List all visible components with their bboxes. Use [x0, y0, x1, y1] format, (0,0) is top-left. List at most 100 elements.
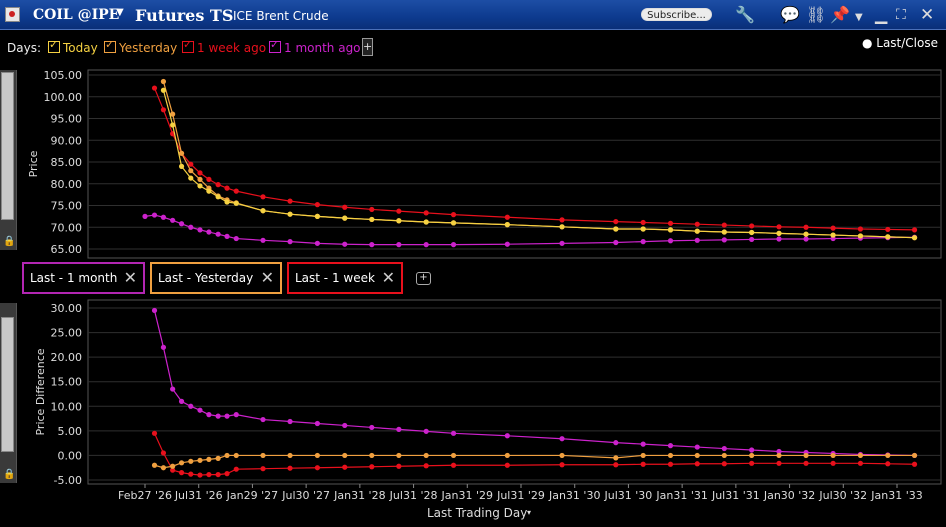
data-point	[694, 461, 700, 467]
x-tick-label: Feb27 '26	[118, 489, 172, 502]
lock-icon[interactable]: 🔒	[3, 469, 16, 480]
data-point	[178, 150, 185, 156]
close-icon[interactable]: ✕	[123, 268, 137, 287]
last-close-toggle[interactable]: ● Last/Close	[862, 36, 938, 50]
data-point	[396, 208, 402, 214]
data-point	[342, 241, 348, 247]
data-point	[450, 462, 457, 468]
data-point	[721, 229, 727, 235]
radio-icon[interactable]: ●	[861, 36, 873, 50]
x-tick-label: Jul31 '30	[604, 489, 653, 502]
window-title-bar[interactable]: COIL @IPE ▼ Futures TS ICE Brent Crude S…	[0, 0, 946, 30]
wrench-icon[interactable]: 🔧	[735, 5, 755, 24]
lock-icon[interactable]: 🔒	[3, 236, 16, 247]
data-point	[613, 462, 619, 468]
data-point	[803, 224, 809, 230]
link-icon[interactable]: ⛓	[806, 5, 827, 24]
series-line	[153, 87, 915, 231]
y-tick-label: 5.00	[58, 425, 83, 438]
data-point	[342, 452, 348, 459]
data-point	[233, 452, 239, 459]
data-point	[206, 471, 212, 478]
restore-icon[interactable]: ⛶	[896, 7, 906, 23]
checkbox-icon[interactable]	[269, 38, 281, 53]
y-tick-label: -5.00	[54, 474, 82, 487]
x-tick-label: Jul30 '32	[818, 489, 867, 502]
data-point	[803, 452, 809, 459]
series-line	[154, 454, 915, 469]
legend-1-week-ago[interactable]: 1 week ago	[182, 38, 266, 55]
data-point	[287, 211, 293, 217]
data-point	[504, 222, 510, 228]
chat-icon[interactable]: 💬	[780, 5, 800, 24]
legend-label: Today	[63, 41, 98, 55]
x-tick-label: Jul31 '28	[389, 489, 438, 502]
data-point	[178, 150, 185, 156]
data-point	[504, 222, 510, 228]
data-point	[287, 198, 293, 204]
data-point	[911, 461, 918, 467]
data-point	[215, 471, 221, 478]
plot-frame	[87, 299, 942, 485]
close-icon[interactable]: ✕	[920, 5, 935, 25]
data-point	[694, 444, 700, 450]
data-point	[188, 458, 194, 464]
data-point	[215, 231, 221, 237]
data-point	[559, 436, 565, 442]
checkbox-icon[interactable]	[104, 38, 116, 53]
subscribe-button[interactable]: Subscribe...	[641, 8, 712, 21]
tag-last-yesterday[interactable]: Last - Yesterday ✕	[150, 262, 282, 294]
tag-last-1-month[interactable]: Last - 1 month ✕	[22, 262, 145, 294]
scroll-thumb[interactable]	[1, 72, 14, 220]
legend-today[interactable]: Today	[48, 38, 98, 55]
data-point	[450, 220, 457, 226]
data-point	[233, 188, 239, 194]
add-tag-button[interactable]: +	[416, 272, 431, 285]
data-point	[287, 239, 293, 245]
data-point	[178, 163, 185, 169]
data-point	[224, 185, 230, 191]
upper-scrollbar[interactable]: 🔒	[0, 70, 17, 250]
data-point	[188, 471, 194, 477]
tag-label: Last - 1 week	[295, 271, 375, 285]
checkbox-icon[interactable]	[48, 38, 60, 53]
legend-yesterday[interactable]: Yesterday	[104, 38, 177, 55]
app-icon[interactable]	[5, 7, 20, 22]
data-point	[314, 465, 320, 471]
data-point	[206, 185, 212, 191]
legend-1-month-ago[interactable]: 1 month ago	[269, 38, 361, 55]
add-day-button[interactable]: +	[362, 38, 373, 56]
symbol-label[interactable]: COIL @IPE	[33, 7, 120, 23]
close-icon[interactable]: ✕	[260, 268, 274, 287]
sort-icon[interactable]: ▾	[527, 508, 532, 517]
data-point	[450, 430, 457, 436]
lower-scrollbar[interactable]: 🔒	[0, 303, 17, 483]
data-point	[260, 452, 266, 459]
data-point	[287, 465, 293, 471]
data-point	[613, 440, 619, 446]
data-point	[830, 235, 836, 242]
checkbox-icon[interactable]	[182, 38, 194, 53]
x-tick-label: Jan31 '30	[548, 489, 600, 502]
data-point	[776, 224, 782, 230]
symbol-dropdown-icon[interactable]: ▼	[116, 7, 124, 18]
data-point	[314, 420, 320, 427]
data-point	[188, 168, 194, 174]
minimize-icon[interactable]: ▁	[875, 5, 888, 24]
data-point	[160, 450, 167, 456]
scroll-thumb[interactable]	[1, 317, 14, 452]
pin-icon[interactable]: 📌	[830, 5, 850, 24]
data-point	[178, 221, 185, 227]
close-icon[interactable]: ✕	[381, 268, 395, 287]
data-point	[215, 194, 221, 200]
data-point	[667, 452, 674, 459]
data-point	[504, 433, 510, 439]
data-point	[224, 452, 230, 459]
data-point	[314, 213, 320, 219]
data-point	[803, 236, 809, 242]
tag-last-1-week[interactable]: Last - 1 week ✕	[287, 262, 403, 294]
data-point	[749, 236, 755, 243]
data-point	[369, 452, 375, 459]
chevron-down-icon[interactable]: ▼	[855, 12, 863, 23]
series-line	[153, 433, 915, 476]
